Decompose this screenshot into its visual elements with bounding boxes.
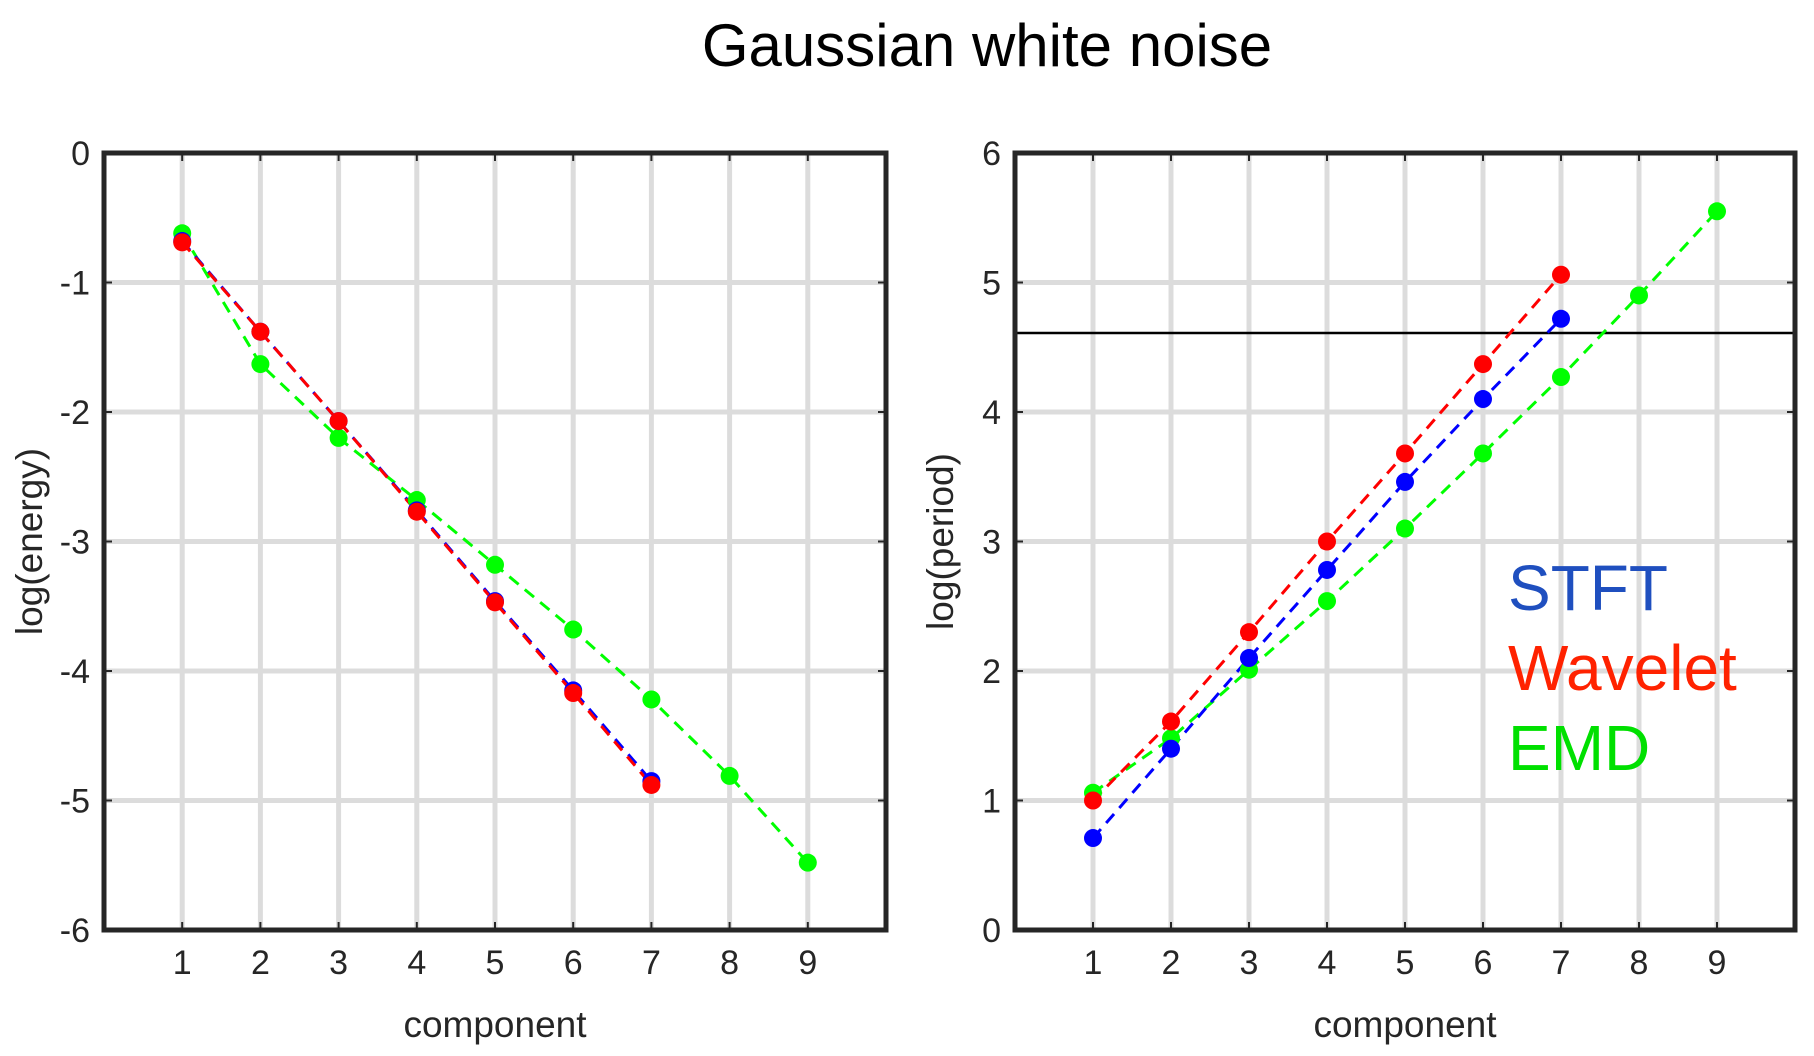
energy-plot: 1 2 3 4 5 6 7 8 9 -6 -5 -4 -3 -2 -1 0 component log(energ… <box>9 135 889 1045</box>
data-point-wavelet <box>1396 444 1414 463</box>
x-tick-label: 3 <box>1240 944 1259 982</box>
x-axis-label: component <box>1313 1004 1497 1045</box>
data-point-stft <box>1162 739 1180 758</box>
data-point-stft <box>1474 390 1492 409</box>
data-point-stft <box>1396 472 1414 491</box>
y-tick-label: -2 <box>60 394 90 432</box>
y-tick-label: -3 <box>60 524 90 562</box>
data-point-emd <box>1708 202 1726 221</box>
y-tick-label: 4 <box>982 394 1001 432</box>
y-axis-label: log(period) <box>920 453 961 630</box>
data-point-wavelet <box>329 412 348 431</box>
data-point-stft <box>1318 560 1336 579</box>
x-tick-label: 1 <box>173 944 192 982</box>
data-point-wavelet <box>564 684 583 703</box>
data-point-wavelet <box>1240 623 1258 642</box>
data-point-wavelet <box>1084 791 1102 810</box>
y-tick-label: 2 <box>982 653 1001 691</box>
data-point-wavelet <box>1162 712 1180 731</box>
x-tick-label: 9 <box>1708 944 1727 982</box>
legend: STFT Wavelet EMD <box>1508 552 1737 784</box>
data-point-emd <box>486 555 504 574</box>
data-point-emd <box>329 428 348 447</box>
data-point-emd <box>251 355 270 374</box>
x-tick-label: 3 <box>329 944 348 982</box>
legend-entry-emd: EMD <box>1508 712 1650 784</box>
figure-title: Gaussian white noise <box>702 12 1272 79</box>
data-point-emd <box>642 690 661 709</box>
data-point-emd <box>720 766 739 785</box>
x-tick-label: 2 <box>1162 944 1181 982</box>
x-tick-label: 6 <box>564 944 583 982</box>
data-point-wavelet <box>1474 355 1492 374</box>
period-plot: 1 2 3 4 5 6 7 8 9 0 1 2 3 4 5 6 component log(period) <box>920 135 1798 1045</box>
y-tick-label: 1 <box>982 783 1001 821</box>
x-axis-label: component <box>403 1004 587 1045</box>
x-tick-label: 9 <box>798 944 817 982</box>
x-tick-label: 8 <box>720 944 739 982</box>
y-tick-label: -1 <box>60 265 90 303</box>
x-tick-label: 2 <box>251 944 270 982</box>
x-tick-label: 6 <box>1474 944 1493 982</box>
legend-entry-stft: STFT <box>1508 552 1668 624</box>
y-tick-label: 6 <box>982 135 1001 173</box>
data-point-emd <box>1552 368 1570 387</box>
data-point-wavelet <box>407 502 426 521</box>
data-point-wavelet <box>173 233 192 252</box>
y-tick-label: 5 <box>982 265 1001 303</box>
x-tick-label: 4 <box>407 944 426 982</box>
data-point-stft <box>1552 309 1570 328</box>
x-tick-label: 7 <box>642 944 661 982</box>
legend-entry-wavelet: Wavelet <box>1508 632 1737 704</box>
x-tick-label: 1 <box>1084 944 1103 982</box>
x-tick-label: 7 <box>1552 944 1571 982</box>
x-tick-label: 5 <box>1396 944 1415 982</box>
data-point-emd <box>564 620 583 639</box>
y-tick-label: -6 <box>60 912 90 950</box>
data-point-emd <box>798 853 817 872</box>
y-tick-label: 3 <box>982 524 1001 562</box>
data-point-stft <box>1084 829 1102 848</box>
y-tick-label: 0 <box>982 912 1001 950</box>
y-tick-label: -5 <box>60 783 90 821</box>
y-tick-label: -4 <box>60 653 90 691</box>
data-point-emd <box>1630 286 1648 305</box>
data-point-emd <box>1474 444 1492 463</box>
x-tick-label: 5 <box>486 944 505 982</box>
y-tick-label: 0 <box>71 135 90 173</box>
data-point-wavelet <box>251 322 270 341</box>
data-point-wavelet <box>486 593 504 612</box>
data-point-wavelet <box>1552 265 1570 284</box>
data-point-wavelet <box>642 775 661 794</box>
data-point-emd <box>1396 519 1414 538</box>
x-tick-label: 4 <box>1318 944 1337 982</box>
data-point-wavelet <box>1318 532 1336 551</box>
data-point-stft <box>1240 649 1258 668</box>
y-axis-label: log(energy) <box>9 448 50 635</box>
data-point-emd <box>1318 592 1336 611</box>
x-tick-label: 8 <box>1630 944 1649 982</box>
